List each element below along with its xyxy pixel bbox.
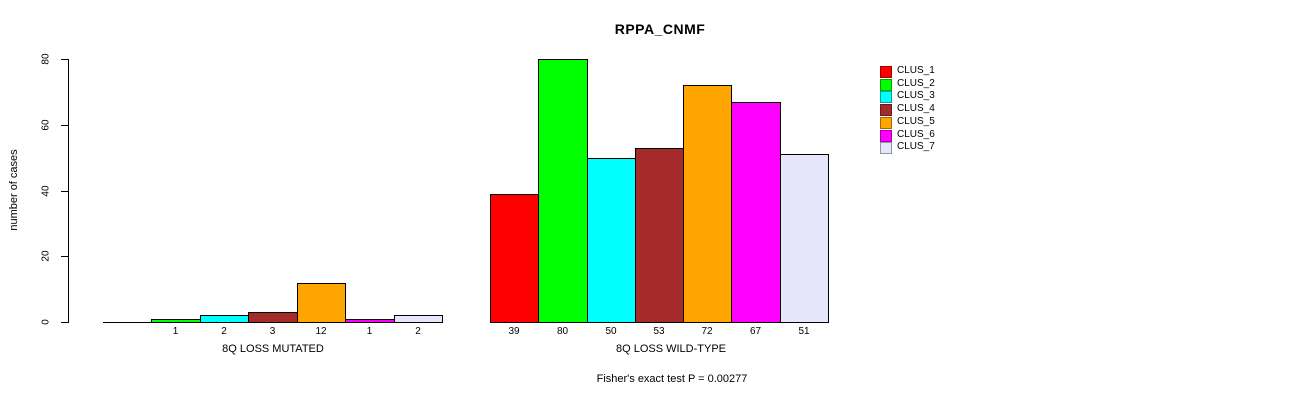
bar-CLUS_4	[635, 148, 684, 323]
chart-title: RPPA_CNMF	[614, 21, 706, 37]
y-tick	[61, 256, 68, 257]
y-axis-line	[68, 59, 69, 323]
bar-CLUS_7	[780, 154, 829, 323]
legend-swatch-CLUS_3	[880, 91, 892, 103]
bar-value-label: 1	[366, 326, 373, 337]
bar-CLUS_6	[731, 102, 781, 323]
x-axis-title: 8Q LOSS MUTATED	[222, 343, 324, 355]
x-axis-title: 8Q LOSS WILD-TYPE	[615, 343, 727, 355]
y-tick-label: 0	[40, 319, 52, 325]
bar-CLUS_4	[248, 312, 298, 323]
legend-swatch-CLUS_4	[880, 104, 892, 116]
bar-CLUS_2	[538, 59, 588, 323]
y-tick	[61, 59, 68, 60]
bar-CLUS_5	[683, 85, 732, 323]
bar-CLUS_2	[151, 319, 201, 323]
bar-value-label: 67	[749, 326, 762, 337]
legend-label: CLUS_2	[897, 78, 935, 89]
bar-value-label: 2	[221, 326, 227, 337]
y-tick	[61, 125, 68, 126]
bar-value-label: 2	[415, 326, 421, 337]
bar-value-label: 3	[269, 326, 276, 337]
legend-label: CLUS_4	[897, 103, 935, 114]
stat-annotation: Fisher's exact test P = 0.00277	[596, 373, 748, 385]
y-tick-label: 60	[40, 119, 52, 131]
legend-label: CLUS_1	[897, 65, 935, 76]
bar-CLUS_6	[345, 319, 395, 323]
bar-value-label: 39	[508, 326, 520, 337]
bar-CLUS_1	[490, 194, 539, 323]
legend-label: CLUS_3	[897, 90, 935, 101]
bar-CLUS_3	[200, 315, 249, 323]
legend-label: CLUS_6	[897, 129, 935, 140]
bar-value-label: 50	[605, 326, 617, 337]
legend-swatch-CLUS_2	[880, 79, 892, 91]
legend-label: CLUS_5	[897, 116, 935, 127]
bar-CLUS_7	[394, 315, 443, 323]
bar-value-label: 1	[172, 326, 179, 337]
legend-swatch-CLUS_5	[880, 117, 892, 129]
y-tick	[61, 191, 68, 192]
bar-value-label: 51	[798, 326, 810, 337]
bar-CLUS_5	[297, 283, 346, 323]
y-tick	[61, 322, 68, 323]
y-tick-label: 40	[40, 185, 52, 197]
legend-swatch-CLUS_7	[880, 142, 892, 154]
bar-value-label: 53	[653, 326, 665, 337]
y-tick-label: 80	[40, 53, 52, 65]
legend-label: CLUS_7	[897, 141, 935, 152]
legend-swatch-CLUS_1	[880, 66, 892, 78]
legend-swatch-CLUS_6	[880, 130, 892, 142]
bar-value-label: 80	[556, 326, 569, 337]
bar-value-label: 72	[701, 326, 713, 337]
bar-CLUS_3	[587, 158, 636, 323]
y-tick-label: 20	[40, 250, 52, 262]
bar-value-label: 12	[315, 326, 327, 337]
